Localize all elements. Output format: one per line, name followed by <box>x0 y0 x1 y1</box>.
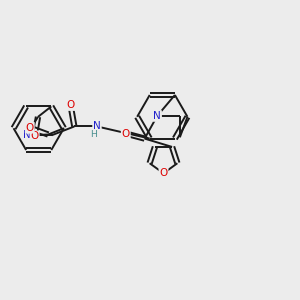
Text: O: O <box>66 100 75 110</box>
Text: N: N <box>153 111 161 121</box>
Text: H: H <box>90 130 97 139</box>
Text: O: O <box>31 131 39 141</box>
Text: N: N <box>93 122 101 131</box>
Text: O: O <box>26 123 34 133</box>
Text: O: O <box>159 168 168 178</box>
Text: O: O <box>122 129 130 139</box>
Text: N: N <box>23 130 30 140</box>
